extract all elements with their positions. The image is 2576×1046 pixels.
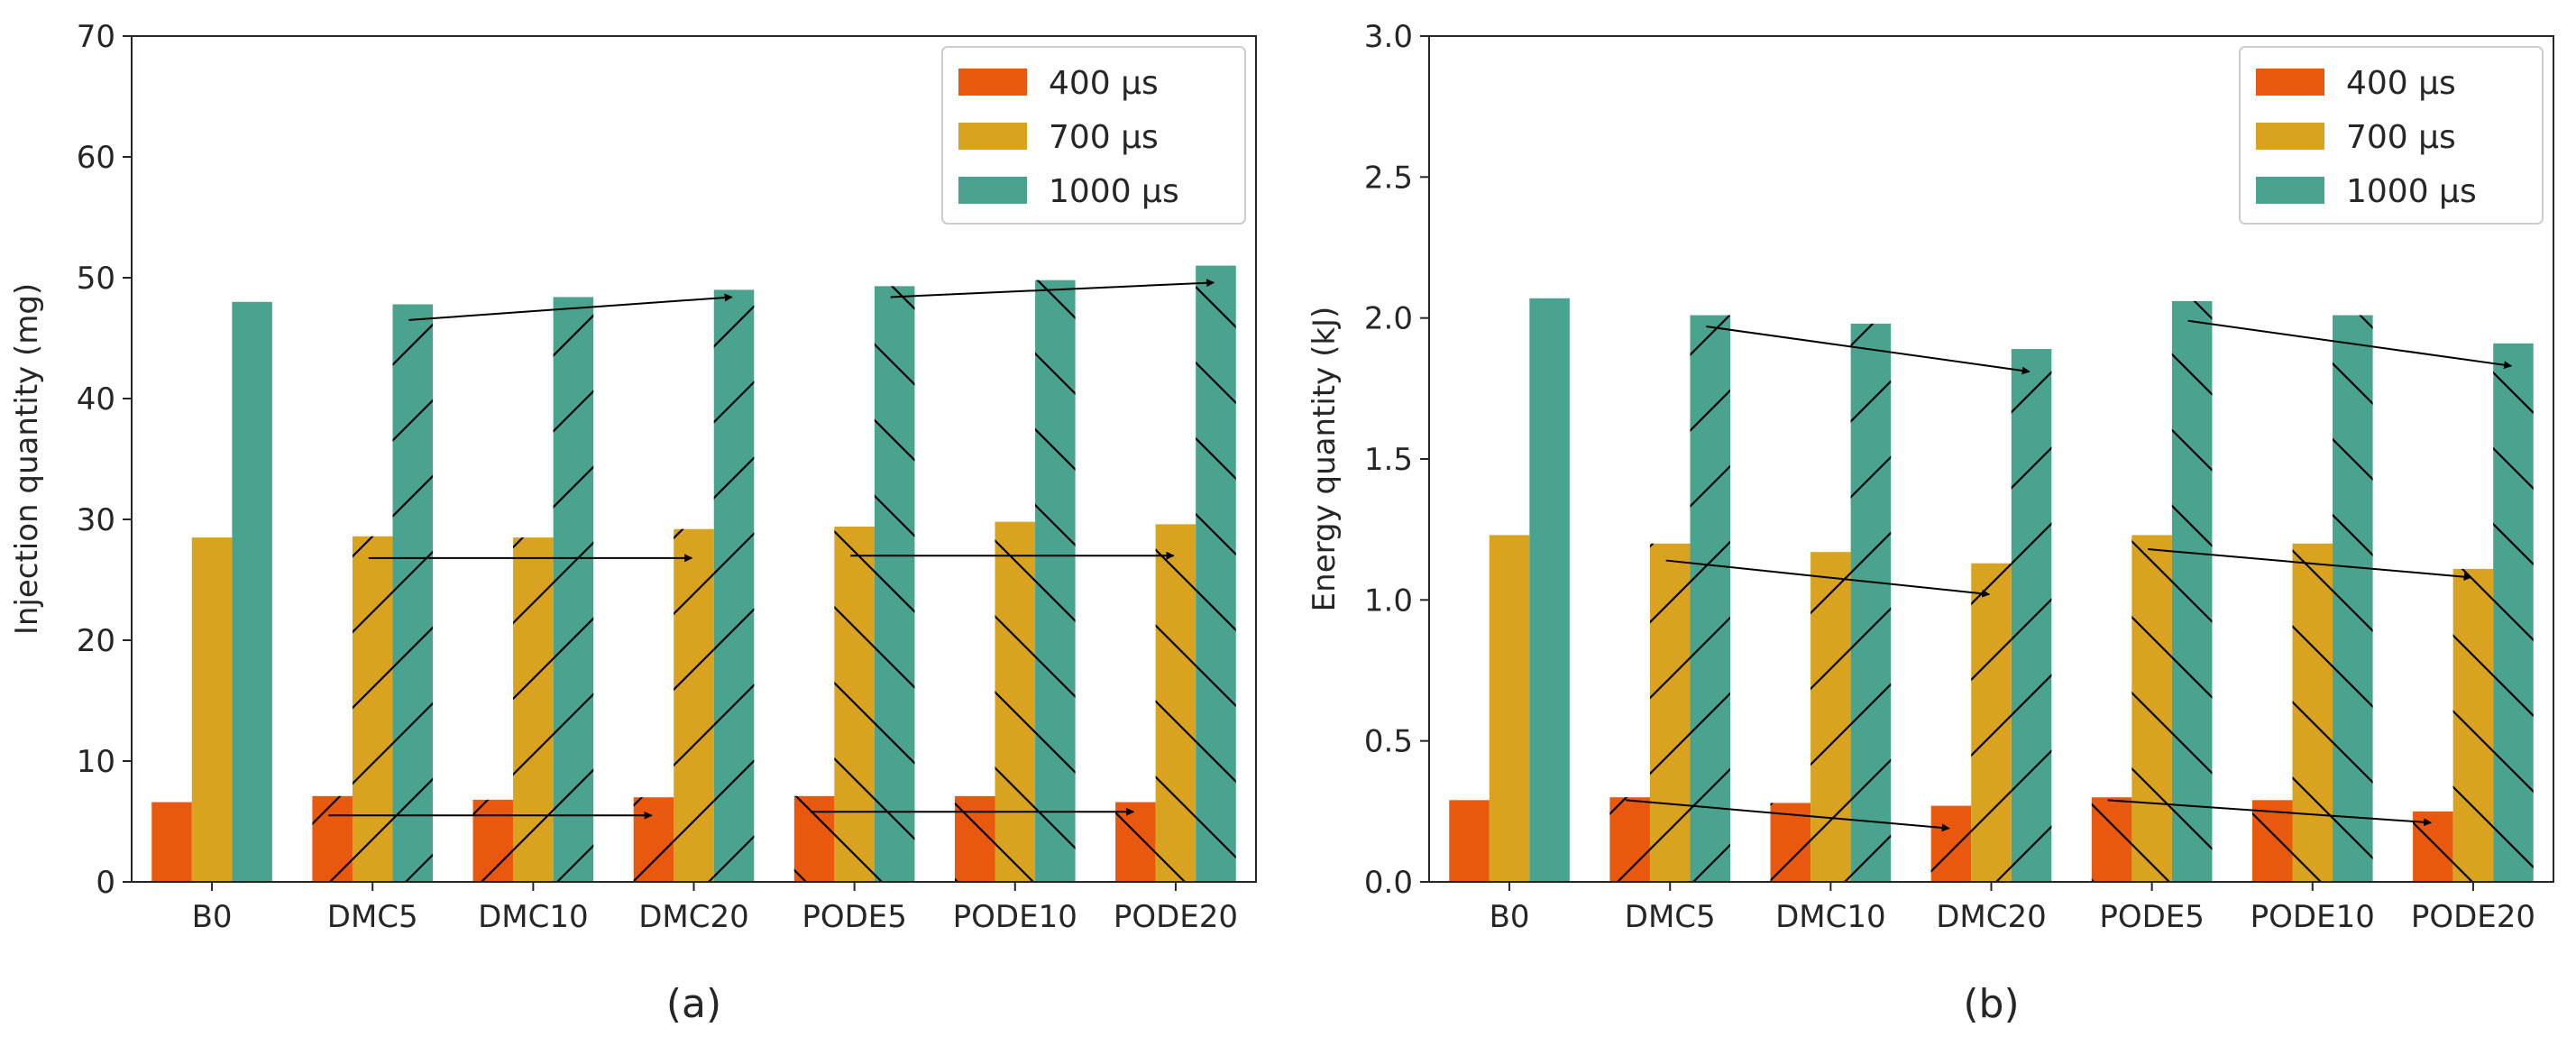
bar-hatch-dmc5-700-s: [352, 536, 393, 882]
x-tick-label-dmc20: DMC20: [1936, 899, 2047, 935]
panel-label: (b): [1963, 981, 2019, 1027]
bar-hatch-dmc5-1000-s: [392, 304, 434, 883]
legend-swatch-400-s: [958, 69, 1027, 96]
bar-hatch-dmc20-700-s: [1971, 563, 2012, 882]
trend-arrow-4: [2107, 799, 2433, 827]
y-tick-label: 0.5: [1364, 724, 1413, 760]
x-tick-label-b0: B0: [192, 899, 233, 935]
legend-swatch-1000-s: [2256, 177, 2324, 204]
bar-hatch-pode10-400-s: [2251, 800, 2293, 882]
bar-hatch-pode20-700-s: [2452, 568, 2494, 882]
chart-energy-quantity: 0.0 0.5 1.0 1.5 2.0 2.5 3.0 B0 DMC5 DMC10 DMC20 POD…: [1306, 19, 2554, 1027]
y-tick-label: 1.5: [1364, 442, 1413, 478]
bar-hatch-pode20-1000-s: [1196, 265, 1236, 883]
bar-hatch-pode10-700-s: [2292, 543, 2333, 882]
y-tick-label: 60: [77, 140, 115, 176]
bar-hatch-dmc20-1000-s: [713, 289, 755, 882]
bar-hatch-dmc5-400-s: [312, 795, 353, 882]
panel-label: (a): [666, 981, 721, 1027]
legend-swatch-1000-s: [958, 177, 1027, 204]
trend-arrow-3: [1706, 326, 2031, 375]
bar-hatch-dmc10-1000-s: [553, 297, 594, 882]
bar-b0-700-s: [191, 537, 233, 882]
trend-arrow-2: [1665, 559, 1991, 598]
trend-arrow-3: [408, 293, 733, 321]
y-axis-label: Injection quantity (mg): [9, 283, 45, 635]
y-tick-label: 0: [96, 865, 115, 901]
x-tick-label-dmc10: DMC10: [1775, 899, 1886, 935]
legend-label-1000-s: 1000 µs: [1049, 173, 1179, 210]
x-tick-label-pode5: PODE5: [2099, 899, 2205, 935]
y-tick-label: 3.0: [1364, 19, 1413, 55]
chart-injection-quantity: 0 10 20 30 40 50 60 70 B0 DMC5 DMC10 DMC20 PODE5 PODE…: [9, 19, 1257, 1027]
bar-hatch-pode5-400-s: [793, 795, 835, 882]
bar-hatch-pode10-700-s: [995, 521, 1036, 882]
trend-arrow-1: [1626, 799, 1950, 832]
bar-hatch-pode20-1000-s: [2493, 343, 2534, 883]
trend-arrow-6: [890, 279, 1215, 298]
bar-hatch-pode10-1000-s: [1035, 280, 1076, 882]
bar-hatch-dmc20-1000-s: [2011, 349, 2052, 882]
bar-hatch-pode5-700-s: [834, 527, 875, 882]
legend-label-700-s: 700 µs: [2346, 119, 2456, 156]
x-tick-label-pode20: PODE20: [2411, 899, 2535, 935]
bar-hatch-dmc5-700-s: [1649, 543, 1691, 882]
x-tick-label-pode10: PODE10: [953, 899, 1077, 935]
bar-hatch-dmc20-700-s: [674, 528, 714, 882]
legend: 400 µs 700 µs 1000 µs: [941, 46, 1246, 225]
bar-b0-1000-s: [232, 301, 272, 882]
bar-hatch-pode10-400-s: [954, 795, 995, 882]
y-tick-label: 1.0: [1364, 583, 1413, 619]
x-tick-label-dmc20: DMC20: [638, 899, 749, 935]
bar-hatch-pode20-700-s: [1155, 524, 1196, 882]
bar-hatch-pode5-1000-s: [2171, 300, 2213, 882]
x-tick-label-dmc10: DMC10: [478, 899, 589, 935]
bar-hatch-pode5-400-s: [2091, 797, 2132, 882]
legend-swatch-700-s: [2256, 123, 2324, 150]
legend-label-400-s: 400 µs: [2346, 65, 2456, 102]
bar-hatch-dmc5-1000-s: [1690, 315, 1731, 882]
y-tick-label: 70: [77, 19, 115, 55]
bar-hatch-pode10-1000-s: [2333, 315, 2373, 882]
legend-swatch-700-s: [958, 123, 1027, 150]
legend-label-700-s: 700 µs: [1049, 119, 1159, 156]
bar-hatch-pode20-400-s: [2413, 811, 2453, 882]
x-tick-label-pode20: PODE20: [1114, 899, 1238, 935]
y-tick-label: 0.0: [1364, 865, 1413, 901]
bar-hatch-pode5-700-s: [2131, 535, 2172, 882]
bar-hatch-dmc10-700-s: [513, 537, 554, 882]
bar-hatch-dmc5-400-s: [1609, 797, 1650, 882]
y-tick-label: 10: [77, 744, 115, 780]
x-tick-label-dmc5: DMC5: [327, 899, 418, 935]
legend: 400 µs 700 µs 1000 µs: [2239, 46, 2544, 225]
bar-b0-400-s: [151, 802, 192, 882]
legend-label-400-s: 400 µs: [1049, 65, 1159, 102]
x-tick-label-dmc5: DMC5: [1625, 899, 1716, 935]
y-tick-label: 30: [77, 502, 115, 538]
bar-b0-700-s: [1489, 535, 1530, 882]
bar-hatch-dmc10-1000-s: [1850, 323, 1892, 882]
legend-swatch-400-s: [2256, 69, 2324, 96]
trend-arrow-6: [2187, 319, 2513, 370]
bar-hatch-dmc20-400-s: [633, 797, 674, 882]
y-tick-label: 50: [77, 261, 115, 297]
y-tick-label: 40: [77, 381, 115, 417]
x-tick-label-pode10: PODE10: [2251, 899, 2375, 935]
bar-hatch-dmc10-700-s: [1811, 552, 1851, 882]
trend-arrow-5: [2148, 548, 2472, 582]
bar-b0-1000-s: [1529, 298, 1570, 882]
bar-hatch-dmc20-400-s: [1930, 805, 1972, 882]
bar-b0-400-s: [1449, 800, 1490, 882]
bar-hatch-dmc10-400-s: [472, 799, 514, 882]
x-tick-label-b0: B0: [1490, 899, 1530, 935]
y-tick-label: 2.0: [1364, 301, 1413, 337]
x-tick-label-pode5: PODE5: [802, 899, 907, 935]
y-axis-label: Energy quantity (kJ): [1306, 307, 1343, 612]
legend-label-1000-s: 1000 µs: [2346, 173, 2477, 210]
bar-hatch-pode5-1000-s: [874, 286, 915, 882]
bar-hatch-pode20-400-s: [1115, 802, 1156, 882]
y-tick-label: 2.5: [1364, 160, 1413, 196]
y-tick-label: 20: [77, 623, 115, 659]
